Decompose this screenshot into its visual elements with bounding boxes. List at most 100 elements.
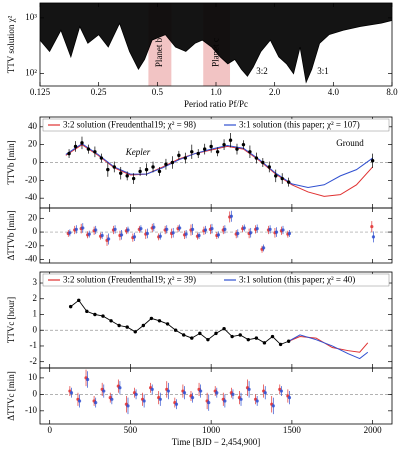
data-point	[157, 169, 162, 174]
x-tick-label: 1500	[283, 425, 302, 435]
residual-point	[210, 227, 214, 231]
data-point	[214, 331, 218, 336]
data-point	[241, 142, 246, 147]
frame	[39, 2, 393, 87]
residual-point	[94, 228, 98, 232]
band-label: Planet b	[154, 37, 164, 67]
chi2-envelope	[40, 20, 392, 84]
annotation: Ground	[336, 138, 364, 148]
residual-point	[152, 225, 156, 229]
residual-point	[81, 226, 85, 230]
band-label: Planet c	[211, 38, 221, 67]
residual-point	[371, 235, 376, 239]
x-tick-label: 0.125	[30, 87, 51, 97]
data-point	[280, 176, 284, 181]
residual-point	[215, 391, 219, 395]
data-point	[164, 162, 168, 166]
residual-point	[281, 228, 285, 232]
x-tick-label: 2000	[364, 425, 383, 435]
y-tick-label: 20	[28, 139, 38, 149]
data-point	[286, 339, 291, 343]
residual-point	[107, 237, 111, 241]
y-tick-label: 0	[33, 324, 38, 334]
residual-point	[182, 391, 187, 395]
plot-area	[40, 133, 392, 197]
data-point	[222, 142, 226, 147]
data-point	[73, 144, 78, 149]
residual-point	[68, 231, 72, 235]
residual-point	[94, 400, 98, 405]
residual-point	[132, 235, 137, 239]
y-tick-label: -2	[30, 356, 38, 366]
y-tick-label: 20	[28, 212, 38, 222]
data-point	[267, 165, 271, 169]
data-point	[190, 336, 194, 340]
data-point	[67, 151, 71, 156]
data-point	[85, 309, 89, 314]
data-point	[125, 174, 129, 178]
data-point	[119, 171, 123, 175]
y-tick-label: 3	[33, 277, 38, 287]
residual-point	[216, 233, 221, 237]
area-fill	[40, 3, 392, 83]
data-point	[215, 150, 220, 154]
data-point	[370, 159, 375, 163]
plot-area	[40, 3, 392, 86]
y-axis-label: ΔTTVc [min]	[6, 371, 16, 421]
annotation: Kepler	[125, 147, 151, 157]
residual-point	[87, 232, 91, 236]
y-tick-label: 10²	[25, 68, 37, 78]
residual-point	[165, 227, 169, 231]
residual-point	[229, 214, 233, 218]
residual-point	[207, 400, 211, 405]
legend-box	[42, 273, 390, 287]
residual-point	[274, 230, 279, 234]
residual-point	[197, 233, 201, 238]
residual-point	[126, 228, 130, 232]
data-point	[131, 176, 136, 181]
residual-point	[263, 391, 267, 395]
x-tick-label: 2.0	[269, 87, 281, 97]
residual-point	[287, 396, 292, 400]
plot-area	[40, 210, 392, 253]
residual-point	[249, 231, 253, 235]
model-line	[65, 143, 373, 188]
data-point	[278, 342, 283, 347]
data-point	[182, 333, 186, 337]
data-point	[151, 165, 155, 169]
data-point	[93, 312, 97, 317]
data-point	[254, 156, 259, 160]
residual-point	[262, 246, 266, 250]
data-point	[177, 153, 181, 158]
data-point	[198, 331, 202, 336]
data-point	[270, 334, 275, 339]
data-point	[170, 160, 175, 165]
residual-point	[370, 224, 374, 229]
data-point	[133, 330, 137, 334]
legend-label: 3:2 solution (Freudenthal19; χ² = 39)	[63, 275, 196, 285]
data-point	[262, 341, 267, 345]
frame	[39, 271, 393, 369]
data-point	[157, 319, 162, 323]
annotation: 3:2	[256, 66, 268, 76]
legend-label: 3:1 solution (this paper; χ² = 107)	[239, 120, 360, 130]
data-point	[138, 169, 142, 174]
data-point	[190, 150, 194, 154]
residual-point	[102, 389, 106, 393]
residual-point	[271, 404, 275, 408]
data-point	[93, 150, 97, 154]
y-axis-label: TTVb [min]	[6, 140, 16, 184]
y-tick-label: 10³	[25, 12, 37, 22]
x-axis-label: Time [BJD − 2,454,900]	[172, 437, 261, 447]
x-tick-label: 8.0	[386, 87, 398, 97]
residual-point	[203, 228, 208, 232]
data-point	[141, 323, 146, 328]
residual-point	[178, 226, 182, 230]
observed-line	[70, 299, 289, 345]
legend-label: 3:1 solution (this paper; χ² = 40)	[239, 275, 355, 285]
data-point	[202, 147, 207, 151]
y-tick-label: 1	[33, 309, 38, 319]
x-tick-label: 1.0	[210, 87, 222, 97]
data-point	[286, 180, 291, 184]
x-tick-label: 0.25	[91, 87, 107, 97]
